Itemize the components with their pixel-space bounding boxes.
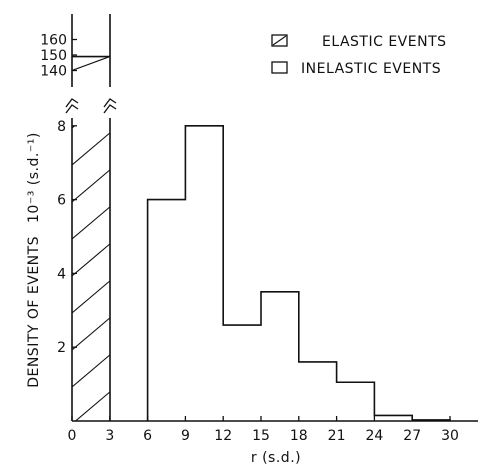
hatch-line — [72, 132, 110, 166]
inelastic-histogram — [146, 125, 451, 421]
legend-label-inelastic: INELASTIC EVENTS — [301, 61, 441, 77]
y-upper-tick-label: 160 — [40, 33, 67, 49]
x-tick-label: 12 — [214, 428, 232, 444]
x-tick-label: 18 — [290, 428, 308, 444]
legend-swatch-inelastic — [271, 61, 288, 74]
y-axis-scale: 10⁻³ (s.d.⁻¹) — [26, 132, 42, 223]
hatch-line — [74, 391, 110, 421]
y-axis-label: DENSITY OF EVENTS 10⁻³ (s.d.⁻¹) — [26, 132, 42, 388]
x-tick-label: 24 — [365, 428, 383, 444]
x-tick-label: 21 — [328, 428, 346, 444]
x-tick-label: 27 — [403, 428, 421, 444]
x-tick-label: 15 — [252, 428, 270, 444]
hatch-line — [72, 56, 110, 72]
x-tick-label: 9 — [181, 428, 190, 444]
bar-break-mark — [103, 98, 117, 114]
legend-label-elastic: ELASTIC EVENTS — [322, 34, 447, 50]
y-axis-break-mark — [65, 98, 79, 114]
hatch-line — [72, 280, 110, 314]
x-tick-label: 30 — [441, 428, 459, 444]
hatch-line — [72, 429, 110, 461]
y-tick-label: 8 — [57, 119, 66, 135]
legend: ELASTIC EVENTS INELASTIC EVENTS — [271, 34, 447, 77]
y-tick-label: 6 — [57, 193, 66, 209]
x-tick-label: 6 — [143, 428, 152, 444]
y-axis-label-text: DENSITY OF EVENTS — [26, 236, 42, 388]
hatch-line — [72, 169, 110, 203]
elastic-bar — [72, 14, 111, 461]
hatch-line — [72, 354, 110, 388]
x-tick-label: 3 — [105, 428, 114, 444]
legend-swatch-elastic-hatch — [272, 35, 287, 46]
hatch-line — [72, 243, 110, 277]
y-upper-tick-label: 150 — [40, 48, 67, 64]
x-axis-label: r (s.d.) — [251, 450, 301, 466]
y-tick-label: 2 — [57, 340, 66, 356]
y-upper-tick-label: 140 — [40, 64, 67, 80]
hatch-line — [72, 206, 110, 240]
y-tick-label: 4 — [57, 266, 66, 282]
hatch-line — [72, 317, 110, 351]
x-tick-label: 0 — [68, 428, 77, 444]
